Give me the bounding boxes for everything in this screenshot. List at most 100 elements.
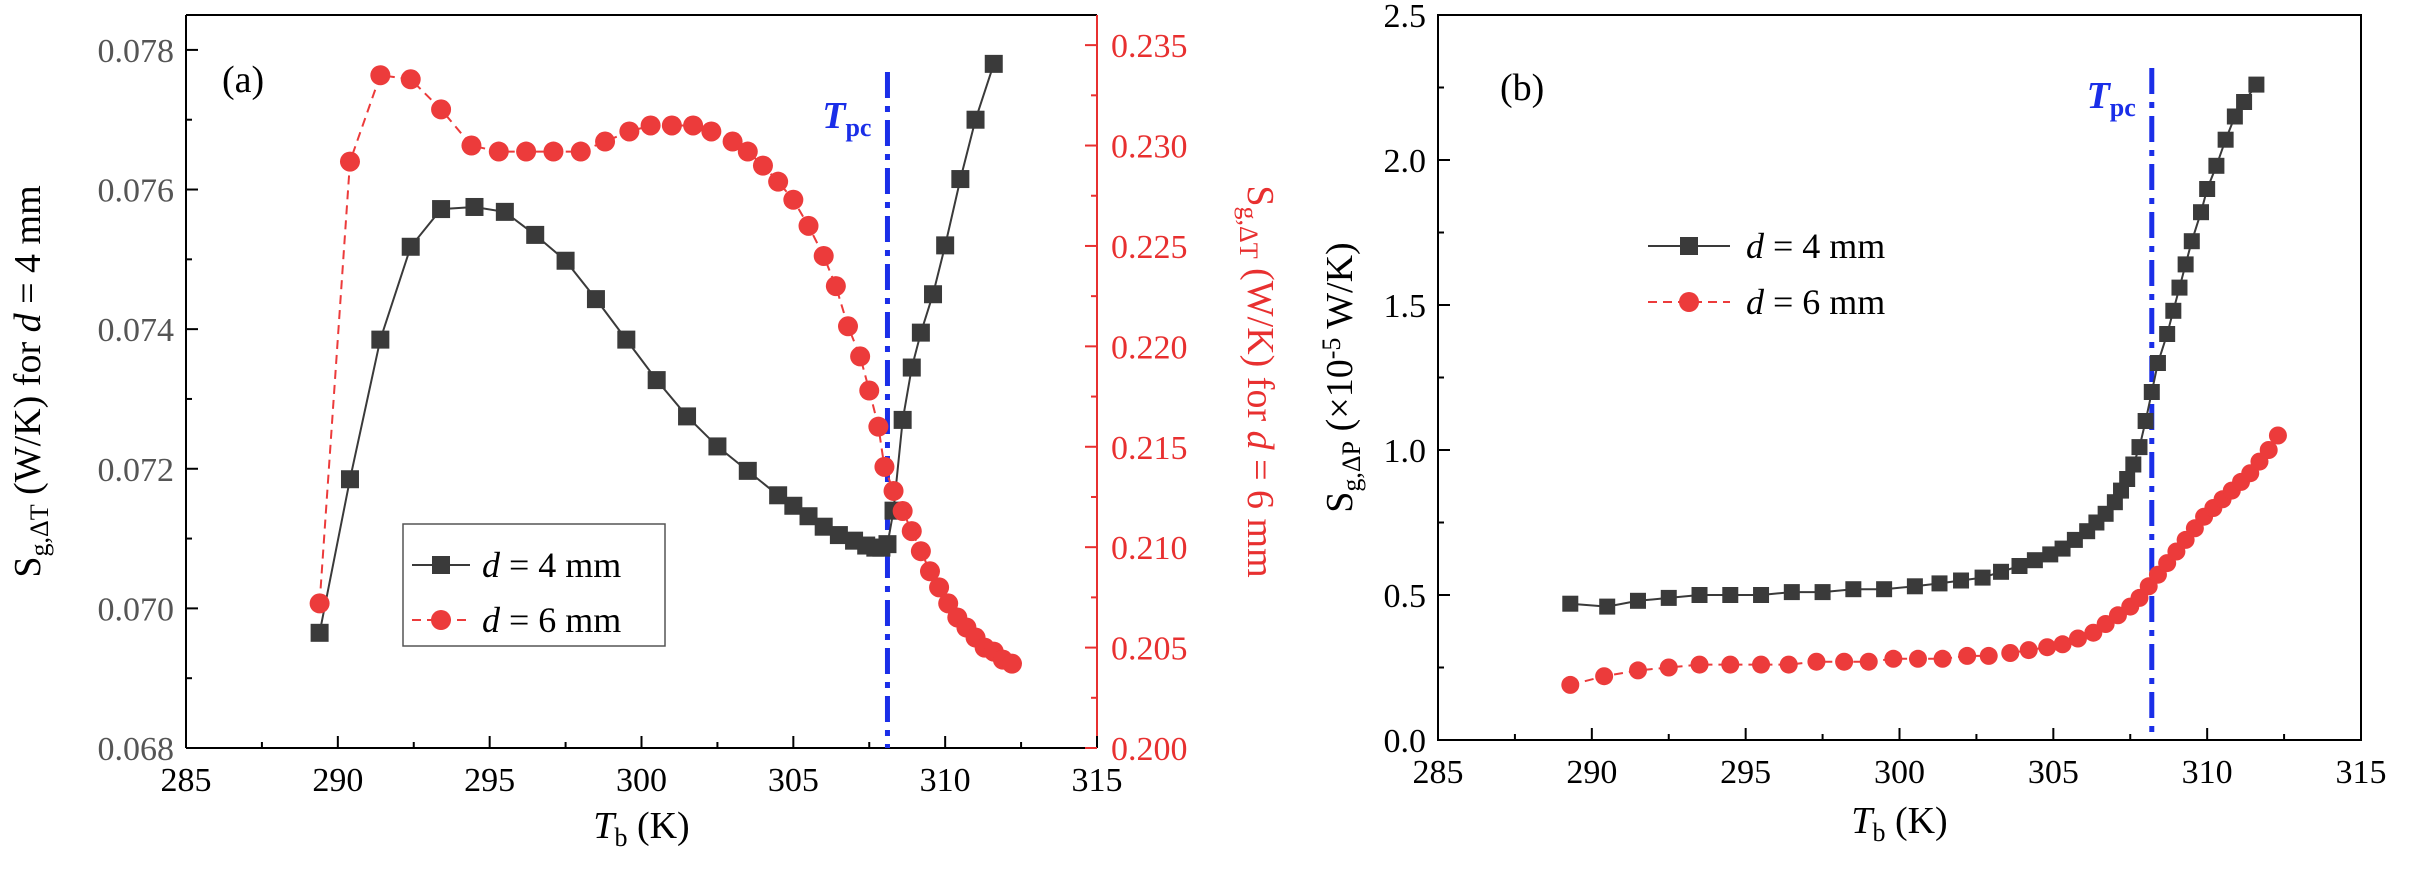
data-point-d6 [2019,641,2038,660]
data-point-d4 [911,323,930,342]
data-point-d4 [893,410,912,429]
data-point-d6 [619,121,640,142]
data-point-d6 [825,276,846,297]
data-point-d6 [1001,653,1022,674]
x-tick-label: 305 [768,762,819,799]
data-point-d6 [400,69,421,90]
data-point-d6 [910,541,931,562]
y-right-tick-label: 0.235 [1111,28,1188,65]
data-point-d6 [595,131,616,152]
legend-marker [1679,292,1699,312]
y-right-tick-label: 0.220 [1111,329,1188,366]
data-point-d4 [2054,540,2071,557]
y-left-label-var: d [7,312,49,332]
data-point-d4 [1906,578,1923,595]
data-point-d6 [2268,426,2287,445]
data-point-d6 [2068,629,2087,648]
y-right-tick-label: 0.210 [1111,530,1188,567]
y-tick-label: 0.0 [1384,723,1427,760]
data-point-d6 [2053,635,2072,654]
y-left-tick-label: 0.068 [98,731,175,768]
x-tick-label: 315 [2336,754,2387,791]
data-point-d6 [1779,655,1798,674]
data-point-d4 [678,407,697,426]
y-left-tick-label: 0.072 [98,452,175,489]
data-point-d4 [1876,581,1893,598]
data-point-d4 [2208,157,2225,174]
tpc-annotation-main: T [2087,75,2112,117]
data-point-d4 [2026,552,2043,569]
data-point-d6 [2259,441,2278,459]
tpc-annotation-sub: pc [2110,93,2136,122]
y-left-label-main: S [7,557,49,578]
data-point-d6 [1561,675,1580,694]
data-point-d4 [2193,204,2210,221]
data-point-d4 [1599,598,1616,615]
data-point-d6 [1721,655,1740,674]
data-point-d4 [2011,558,2028,574]
legend: d = 4 mm d = 6 mm [402,523,666,647]
y-label-sup: -5 [1317,338,1346,360]
data-point-d4 [432,200,451,219]
data-point-d4 [2149,355,2166,371]
data-point-d6 [859,380,880,401]
data-point-d6 [874,456,895,477]
data-point-d4 [495,202,514,221]
data-point-d6 [919,561,940,582]
legend-label-text: = 4 mm [500,545,621,585]
data-point-d4 [878,535,897,554]
data-point-d4 [2177,256,2194,273]
data-point-d6 [813,245,834,266]
data-point-d4 [936,236,955,255]
x-tick-label: 315 [1072,762,1123,799]
data-point-d4 [2119,471,2136,487]
legend-marker [1680,237,1698,255]
x-tick-label: 285 [161,762,212,799]
x-axis-label-unit: (K) [627,805,689,847]
data-point-d4 [1691,587,1708,603]
legend: d = 4 mmd = 6 mm [1648,226,1885,322]
x-tick-label: 290 [312,762,363,799]
data-point-d4 [2131,439,2148,456]
data-point-d4 [401,237,420,256]
y-left-tick-label: 0.078 [98,33,175,70]
x-tick-label: 305 [2028,754,2079,791]
y-right-tick-label: 0.225 [1111,229,1188,266]
x-axis-label-sub: b [614,823,627,852]
legend-label-text: = 6 mm [1764,282,1885,322]
data-point-d4 [829,526,848,545]
data-point-d6 [339,151,360,172]
data-point-d6 [2001,644,2020,662]
data-point-d4 [340,470,359,489]
data-point-d6 [901,521,922,542]
legend-label-var: d [1746,226,1765,266]
data-point-d4 [2125,456,2142,473]
x-tick-label: 285 [1413,754,1464,791]
data-point-d6 [798,215,819,236]
data-point-d6 [461,135,482,156]
data-point-d6 [701,121,722,142]
data-point-d4 [1814,584,1831,601]
x-tick-label: 290 [1566,754,1617,791]
x-axis-label-main: T [1851,800,1875,842]
y-left-tick-label: 0.076 [98,173,175,210]
y-tick-label: 0.5 [1384,578,1427,615]
data-point-d4 [556,251,575,270]
data-point-d6 [868,416,889,437]
data-point-d4 [799,507,818,526]
data-point-d4 [310,623,329,642]
data-point-d4 [2199,181,2216,197]
data-point-d4 [1953,572,1970,589]
x-axis-label-unit: (K) [1885,800,1947,842]
data-point-d6 [737,141,758,162]
data-point-d4 [2217,131,2234,148]
y-right-axis-label: Sg,ΔT (W/K) for d = 6 mm [1234,185,1281,577]
legend-label: d = 4 mm [482,545,621,585]
data-point-d6 [683,115,704,136]
data-point-d4 [2236,94,2253,110]
data-point-d6 [722,131,743,152]
legend-label: d = 6 mm [482,600,621,640]
y-right-label-main: S [1239,185,1281,206]
y-tick-label: 1.5 [1384,288,1427,325]
y-label-main: S [1319,492,1361,513]
